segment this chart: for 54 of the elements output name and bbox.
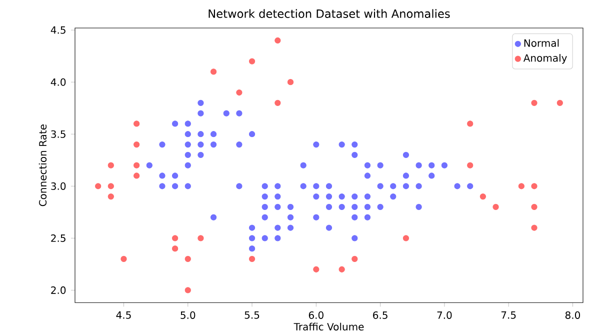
x-tick-label: 8.0: [565, 311, 580, 319]
point: [236, 89, 242, 96]
point: [134, 141, 140, 148]
x-axis-title: Traffic Volume: [294, 322, 364, 331]
legend-label: Normal: [524, 39, 559, 47]
point: [108, 183, 114, 190]
point: [210, 68, 217, 75]
point: [248, 58, 256, 64]
point: [134, 162, 140, 168]
point: [531, 204, 538, 210]
point: [531, 183, 538, 190]
point: [184, 287, 191, 294]
point: [518, 183, 524, 190]
y-tick-label: 4.5: [50, 26, 66, 34]
y-tick-label: 3.0: [51, 182, 66, 190]
point: [531, 224, 538, 231]
point: [338, 266, 345, 272]
y-tick-label: 2.5: [51, 234, 66, 242]
x-tick-label: 5.5: [244, 311, 260, 319]
x-tick-label: 5.0: [180, 311, 196, 319]
point: [172, 245, 178, 252]
point: [134, 172, 140, 179]
point: [531, 100, 538, 106]
y-axis-title: Connection Rate: [38, 124, 47, 206]
point: [120, 256, 127, 262]
point: [352, 256, 358, 262]
point: [274, 100, 281, 106]
point: [480, 193, 486, 200]
x-tick-label: 7.5: [501, 311, 516, 319]
x-tick-label: 6.5: [373, 311, 388, 319]
point: [198, 235, 204, 242]
y-tick-label: 4.0: [50, 78, 66, 86]
x-tick-label: 6.0: [308, 311, 324, 319]
point: [184, 256, 191, 262]
point: [108, 193, 114, 200]
x-tick-label: 4.5: [116, 311, 131, 319]
y-tick-label: 3.5: [51, 130, 66, 138]
point: [248, 256, 256, 262]
x-tick-label: 7.0: [437, 311, 452, 319]
point: [172, 235, 178, 242]
point: [95, 183, 102, 190]
point: [467, 120, 474, 127]
point: [108, 162, 114, 168]
point: [402, 235, 410, 242]
point: [134, 120, 140, 127]
chart-title: Network detection Dataset with Anomalies: [208, 9, 450, 18]
point: [313, 266, 320, 272]
point: [556, 100, 563, 106]
y-tick-label: 2.0: [51, 286, 66, 294]
legend-label: Anomaly: [523, 54, 567, 64]
point: [467, 162, 474, 168]
point: [274, 37, 281, 44]
point: [492, 204, 499, 210]
point: [287, 79, 294, 86]
